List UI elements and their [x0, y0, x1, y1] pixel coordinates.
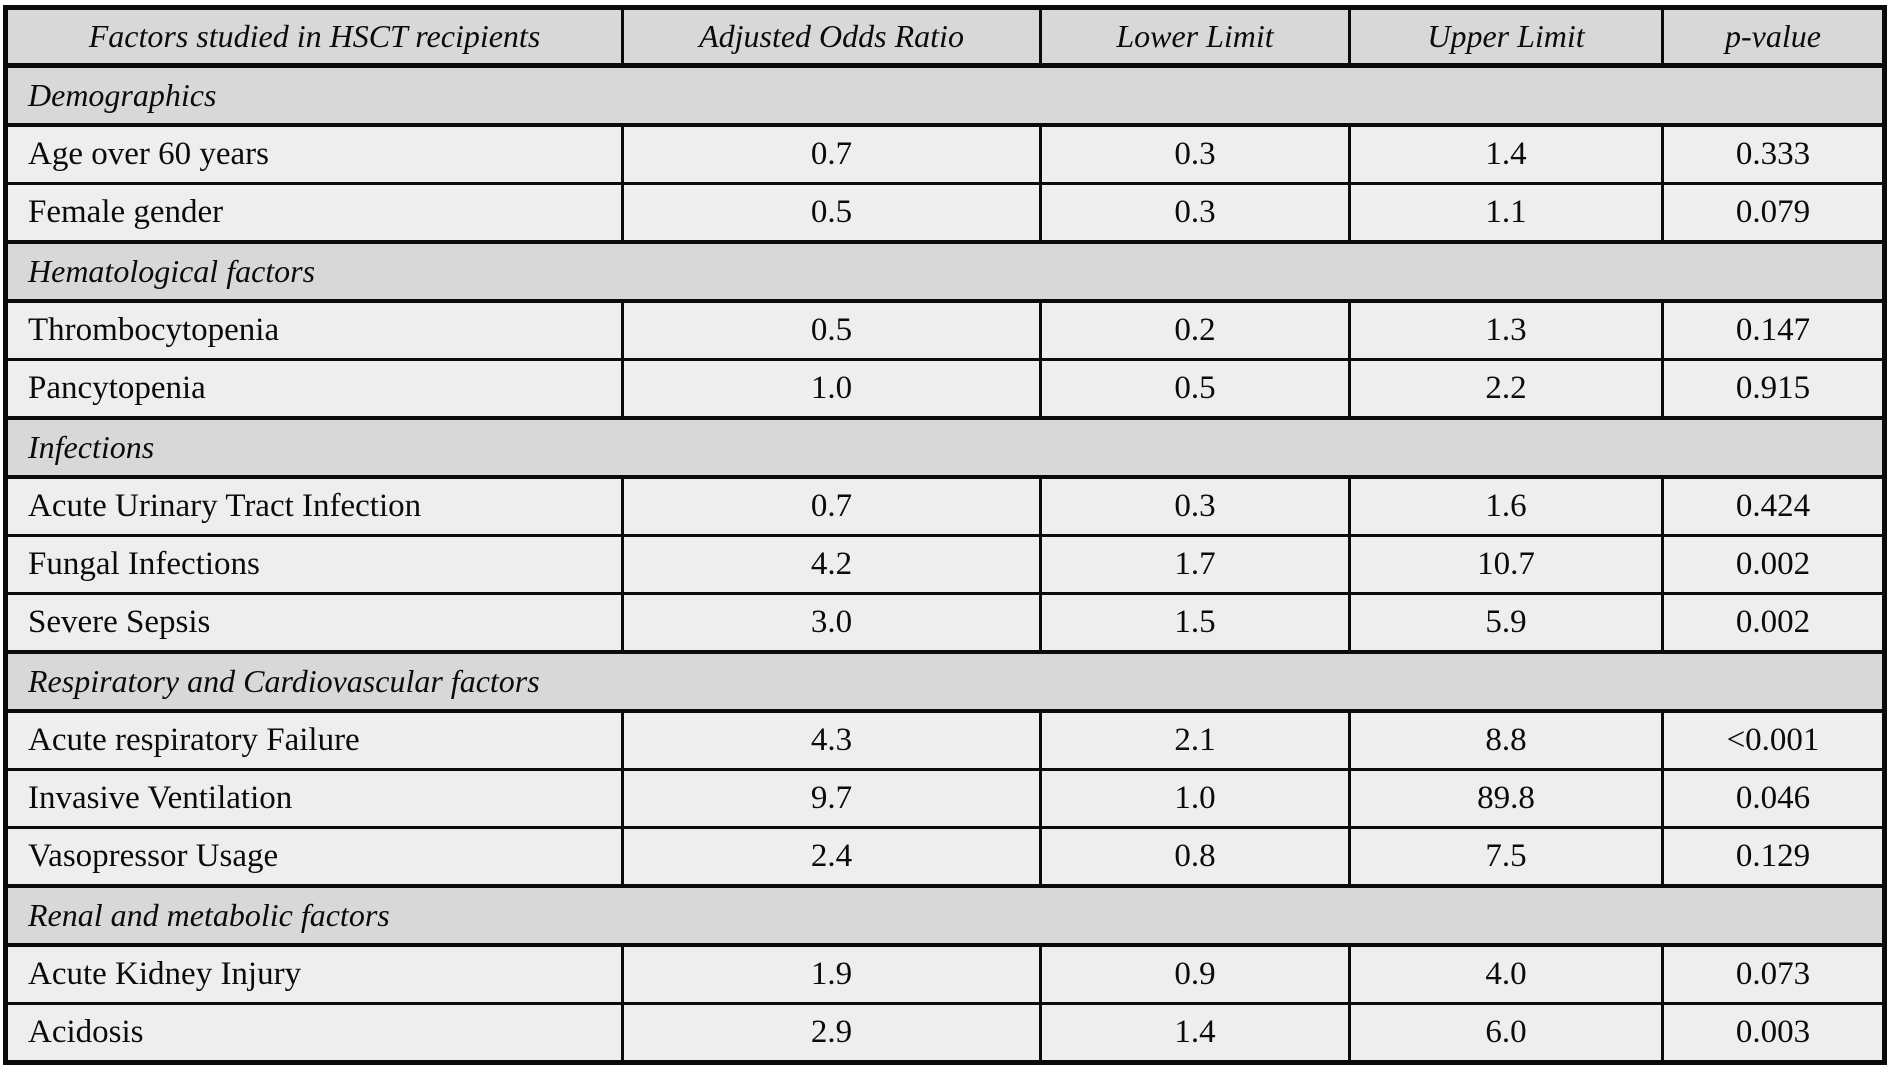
- p-value-cell: 0.046: [1661, 768, 1886, 829]
- column-header-upper-limit: Upper Limit: [1348, 6, 1664, 68]
- upper-limit-cell: 7.5: [1348, 826, 1664, 888]
- upper-limit-cell: 89.8: [1348, 768, 1664, 829]
- upper-limit-cell: 2.2: [1348, 358, 1664, 420]
- upper-limit-cell: 8.8: [1348, 709, 1664, 771]
- aor-cell: 1.0: [621, 358, 1042, 420]
- table-row: Acidosis 2.9 1.4 6.0 0.003: [4, 1002, 1886, 1064]
- lower-limit-cell: 2.1: [1039, 709, 1351, 771]
- aor-cell: 0.7: [621, 475, 1042, 537]
- factor-cell: Pancytopenia: [4, 358, 624, 420]
- aor-cell: 4.3: [621, 709, 1042, 771]
- aor-cell: 0.5: [621, 182, 1042, 244]
- upper-limit-cell: 1.6: [1348, 475, 1664, 537]
- lower-limit-cell: 0.2: [1039, 299, 1351, 361]
- factor-cell: Severe Sepsis: [4, 592, 624, 654]
- factor-cell: Female gender: [4, 182, 624, 244]
- section-label: Infections: [4, 416, 1886, 479]
- table-row: Severe Sepsis 3.0 1.5 5.9 0.002: [4, 592, 1886, 654]
- aor-cell: 0.7: [621, 123, 1042, 185]
- table-row: Acute Urinary Tract Infection 0.7 0.3 1.…: [4, 475, 1886, 537]
- p-value-cell: 0.079: [1661, 182, 1886, 244]
- aor-cell: 4.2: [621, 534, 1042, 595]
- factor-cell: Acute Kidney Injury: [4, 943, 624, 1005]
- factor-cell: Acidosis: [4, 1002, 624, 1064]
- section-label: Hematological factors: [4, 240, 1886, 303]
- column-header-factors: Factors studied in HSCT recipients: [4, 6, 624, 68]
- lower-limit-cell: 1.4: [1039, 1002, 1351, 1064]
- p-value-cell: 0.073: [1661, 943, 1886, 1005]
- lower-limit-cell: 1.5: [1039, 592, 1351, 654]
- section-row-respiratory-cardiovascular-factors: Respiratory and Cardiovascular factors: [4, 650, 1886, 713]
- odds-ratio-table-container: Factors studied in HSCT recipients Adjus…: [3, 5, 1887, 1065]
- lower-limit-cell: 0.8: [1039, 826, 1351, 888]
- column-header-lower-limit: Lower Limit: [1039, 6, 1351, 68]
- lower-limit-cell: 0.3: [1039, 123, 1351, 185]
- lower-limit-cell: 1.7: [1039, 534, 1351, 595]
- table-row: Fungal Infections 4.2 1.7 10.7 0.002: [4, 534, 1886, 595]
- section-label: Respiratory and Cardiovascular factors: [4, 650, 1886, 713]
- aor-cell: 0.5: [621, 299, 1042, 361]
- p-value-cell: 0.002: [1661, 534, 1886, 595]
- lower-limit-cell: 0.3: [1039, 475, 1351, 537]
- factor-cell: Acute respiratory Failure: [4, 709, 624, 771]
- aor-cell: 2.4: [621, 826, 1042, 888]
- column-header-p-value: p-value: [1661, 6, 1886, 68]
- odds-ratio-table: Factors studied in HSCT recipients Adjus…: [3, 5, 1887, 1065]
- upper-limit-cell: 1.4: [1348, 123, 1664, 185]
- factor-cell: Fungal Infections: [4, 534, 624, 595]
- upper-limit-cell: 1.3: [1348, 299, 1664, 361]
- p-value-cell: 0.129: [1661, 826, 1886, 888]
- lower-limit-cell: 0.3: [1039, 182, 1351, 244]
- p-value-cell: <0.001: [1661, 709, 1886, 771]
- upper-limit-cell: 1.1: [1348, 182, 1664, 244]
- section-row-renal-metabolic-factors: Renal and metabolic factors: [4, 884, 1886, 947]
- table-row: Acute respiratory Failure 4.3 2.1 8.8 <0…: [4, 709, 1886, 771]
- section-row-hematological-factors: Hematological factors: [4, 240, 1886, 303]
- table-row: Age over 60 years 0.7 0.3 1.4 0.333: [4, 123, 1886, 185]
- section-label: Demographics: [4, 63, 1886, 127]
- section-row-infections: Infections: [4, 416, 1886, 479]
- upper-limit-cell: 6.0: [1348, 1002, 1664, 1064]
- factor-cell: Invasive Ventilation: [4, 768, 624, 829]
- table-row: Invasive Ventilation 9.7 1.0 89.8 0.046: [4, 768, 1886, 829]
- p-value-cell: 0.003: [1661, 1002, 1886, 1064]
- lower-limit-cell: 0.5: [1039, 358, 1351, 420]
- header-row: Factors studied in HSCT recipients Adjus…: [4, 6, 1886, 68]
- upper-limit-cell: 10.7: [1348, 534, 1664, 595]
- p-value-cell: 0.333: [1661, 123, 1886, 185]
- lower-limit-cell: 1.0: [1039, 768, 1351, 829]
- factor-cell: Acute Urinary Tract Infection: [4, 475, 624, 537]
- aor-cell: 2.9: [621, 1002, 1042, 1064]
- p-value-cell: 0.915: [1661, 358, 1886, 420]
- factor-cell: Thrombocytopenia: [4, 299, 624, 361]
- table-row: Pancytopenia 1.0 0.5 2.2 0.915: [4, 358, 1886, 420]
- section-row-demographics: Demographics: [4, 63, 1886, 127]
- p-value-cell: 0.424: [1661, 475, 1886, 537]
- lower-limit-cell: 0.9: [1039, 943, 1351, 1005]
- table-row: Vasopressor Usage 2.4 0.8 7.5 0.129: [4, 826, 1886, 888]
- factor-cell: Vasopressor Usage: [4, 826, 624, 888]
- aor-cell: 1.9: [621, 943, 1042, 1005]
- aor-cell: 9.7: [621, 768, 1042, 829]
- section-label: Renal and metabolic factors: [4, 884, 1886, 947]
- table-row: Acute Kidney Injury 1.9 0.9 4.0 0.073: [4, 943, 1886, 1005]
- column-header-adjusted-odds-ratio: Adjusted Odds Ratio: [621, 6, 1042, 68]
- p-value-cell: 0.002: [1661, 592, 1886, 654]
- p-value-cell: 0.147: [1661, 299, 1886, 361]
- table-row: Female gender 0.5 0.3 1.1 0.079: [4, 182, 1886, 244]
- factor-cell: Age over 60 years: [4, 123, 624, 185]
- upper-limit-cell: 5.9: [1348, 592, 1664, 654]
- aor-cell: 3.0: [621, 592, 1042, 654]
- table-row: Thrombocytopenia 0.5 0.2 1.3 0.147: [4, 299, 1886, 361]
- upper-limit-cell: 4.0: [1348, 943, 1664, 1005]
